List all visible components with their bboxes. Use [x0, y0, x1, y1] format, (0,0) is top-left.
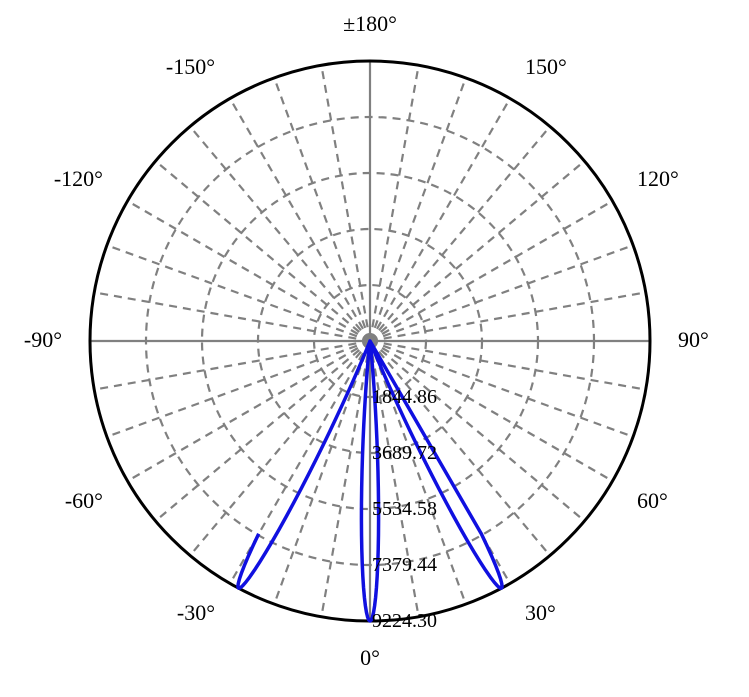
polar-chart: 1844.86 3689.72 5534.58 7379.44 9224.30 ±180°…: [0, 0, 749, 697]
angle-label: -60°: [65, 488, 103, 513]
angle-label: 0°: [360, 645, 380, 670]
angle-label: 90°: [678, 327, 709, 352]
angle-label: -120°: [54, 166, 103, 191]
angle-label: 60°: [637, 488, 668, 513]
radial-label: 1844.86: [372, 386, 437, 408]
angle-label: 30°: [525, 600, 556, 625]
angle-label: ±180°: [343, 11, 397, 36]
angle-label: -90°: [24, 327, 62, 352]
radial-label: 5534.58: [372, 498, 437, 520]
angle-label: 150°: [525, 54, 567, 79]
radial-label: 3689.72: [372, 442, 437, 464]
radial-label: 9224.30: [372, 610, 437, 632]
angle-label: 120°: [637, 166, 679, 191]
angle-label: -150°: [166, 54, 215, 79]
radial-label: 7379.44: [372, 554, 437, 576]
angle-label: -30°: [177, 600, 215, 625]
